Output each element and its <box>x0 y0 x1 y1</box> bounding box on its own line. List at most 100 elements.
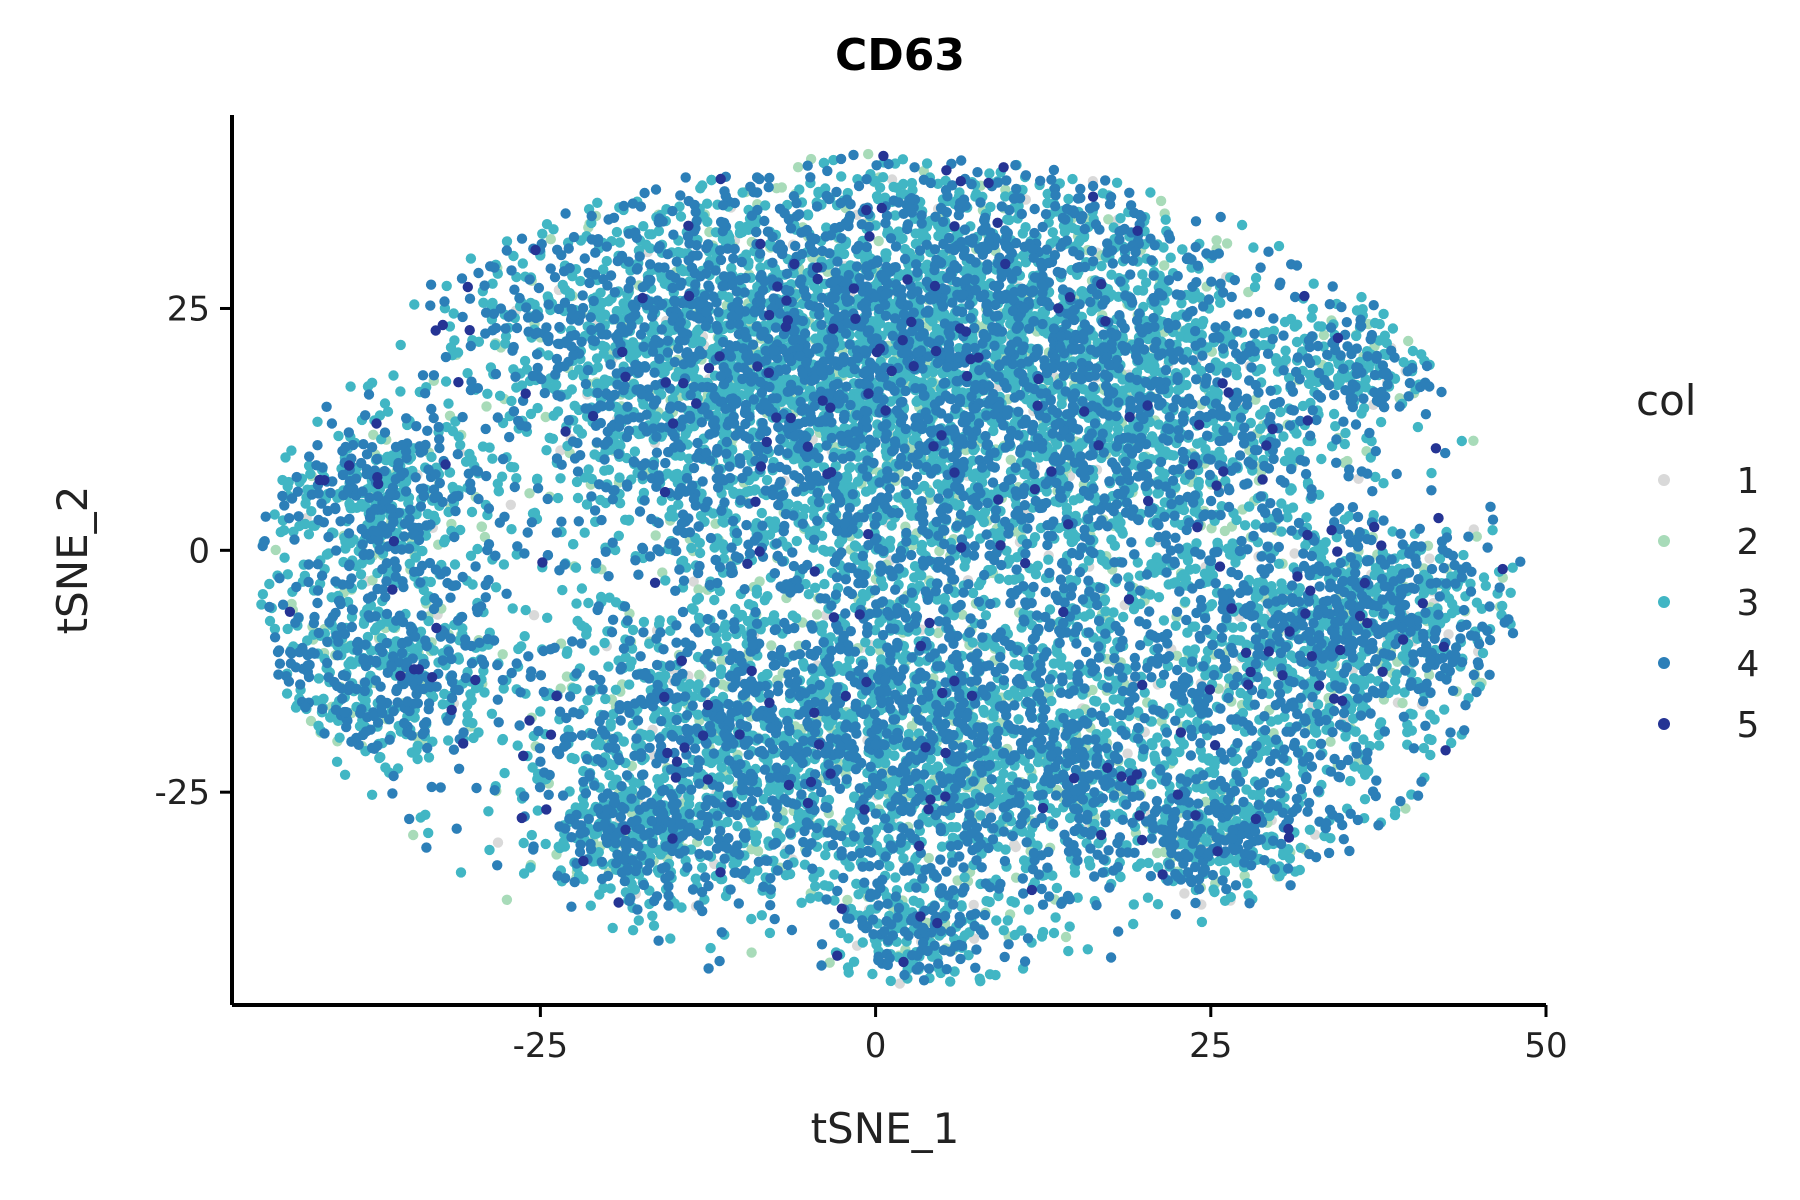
scatter-point <box>595 494 606 506</box>
scatter-point <box>863 148 874 160</box>
scatter-point <box>409 299 420 310</box>
scatter-point <box>1067 173 1078 185</box>
scatter-point <box>1063 193 1074 205</box>
scatter-point <box>709 542 720 553</box>
scatter-point <box>321 549 333 560</box>
scatter-point <box>572 492 584 504</box>
scatter-point <box>466 506 478 518</box>
scatter-point <box>764 529 776 540</box>
scatter-point <box>1468 435 1479 446</box>
scatter-point <box>627 624 639 636</box>
scatter-point <box>541 219 553 230</box>
scatter-point <box>557 279 568 291</box>
scatter-point <box>438 537 450 548</box>
scatter-point <box>783 498 794 510</box>
scatter-point <box>501 894 513 905</box>
scatter-point <box>501 236 513 247</box>
scatter-point <box>601 255 612 267</box>
scatter-point <box>1289 548 1300 559</box>
scatter-point <box>933 627 944 639</box>
scatter-point <box>1160 214 1171 225</box>
scatter-point <box>448 308 459 319</box>
scatter-point <box>694 669 705 681</box>
scatter-point <box>489 339 501 351</box>
scatter-point <box>1198 315 1209 327</box>
scatter-point <box>720 619 731 630</box>
scatter-point <box>664 511 675 522</box>
scatter-point <box>743 599 755 610</box>
scatter-point <box>702 216 713 227</box>
scatter-point <box>660 575 671 586</box>
scatter-point <box>746 947 757 958</box>
scatter-point <box>1152 847 1163 859</box>
scatter-point <box>557 584 568 596</box>
scatter-point <box>1345 775 1356 787</box>
scatter-point <box>305 715 317 727</box>
scatter-point <box>811 609 823 620</box>
scatter-point <box>928 366 939 378</box>
scatter-point <box>589 449 600 460</box>
points-layer <box>256 148 1526 989</box>
scatter-point <box>1060 931 1072 943</box>
scatter-point <box>511 473 522 484</box>
scatter-point <box>810 582 821 593</box>
scatter-point <box>441 280 452 292</box>
scatter-point <box>486 708 498 719</box>
scatter-point <box>1403 335 1414 347</box>
chart-title: CD63 <box>835 30 965 81</box>
scatter-point <box>1412 421 1424 433</box>
scatter-point <box>1219 525 1231 537</box>
scatter-point <box>894 978 905 989</box>
scatter-point <box>978 517 990 528</box>
scatter-point <box>761 474 773 486</box>
scatter-point <box>1397 697 1408 709</box>
scatter-point <box>1231 370 1243 381</box>
scatter-point <box>1221 238 1233 249</box>
scatter-point <box>1063 945 1074 957</box>
scatter-point <box>541 445 552 456</box>
scatter-point <box>1378 308 1389 320</box>
scatter-point <box>1165 449 1176 461</box>
scatter-point <box>849 540 861 551</box>
scatter-point <box>842 473 853 484</box>
scatter-point <box>836 171 847 182</box>
scatter-point <box>1158 242 1169 253</box>
scatter-point <box>1250 272 1262 284</box>
scatter-point <box>537 228 548 239</box>
scatter-point <box>1255 423 1266 434</box>
scatter-point <box>1118 611 1129 623</box>
scatter-point <box>603 464 615 475</box>
scatter-point <box>1316 453 1327 465</box>
scatter-point <box>860 486 872 497</box>
scatter-point <box>803 589 814 600</box>
scatter-point <box>519 631 530 642</box>
scatter-point <box>808 542 819 553</box>
scatter-point <box>591 378 603 390</box>
scatter-point <box>395 386 406 397</box>
scatter-point <box>1145 187 1156 198</box>
scatter-point <box>629 446 641 457</box>
scatter-point <box>576 428 588 439</box>
scatter-point <box>552 492 564 504</box>
scatter-point <box>1273 240 1285 252</box>
scatter-point <box>570 562 582 573</box>
scatter-point <box>547 433 559 444</box>
scatter-point <box>716 655 727 666</box>
scatter-point <box>656 495 667 506</box>
scatter-point <box>494 390 506 401</box>
scatter-point <box>821 222 832 233</box>
scatter-point <box>599 637 610 649</box>
scatter-point <box>752 845 764 857</box>
scatter-point <box>1171 650 1183 661</box>
scatter-point <box>1122 748 1133 759</box>
scatter-point <box>994 573 1005 584</box>
scatter-point <box>898 178 909 190</box>
scatter-point <box>1456 435 1468 447</box>
scatter-point <box>686 603 698 614</box>
scatter-point <box>286 445 297 456</box>
scatter-point <box>873 235 884 247</box>
scatter-point <box>440 376 452 387</box>
scatter-point <box>300 498 311 509</box>
scatter-point <box>312 416 323 427</box>
scatter-point <box>467 579 478 590</box>
